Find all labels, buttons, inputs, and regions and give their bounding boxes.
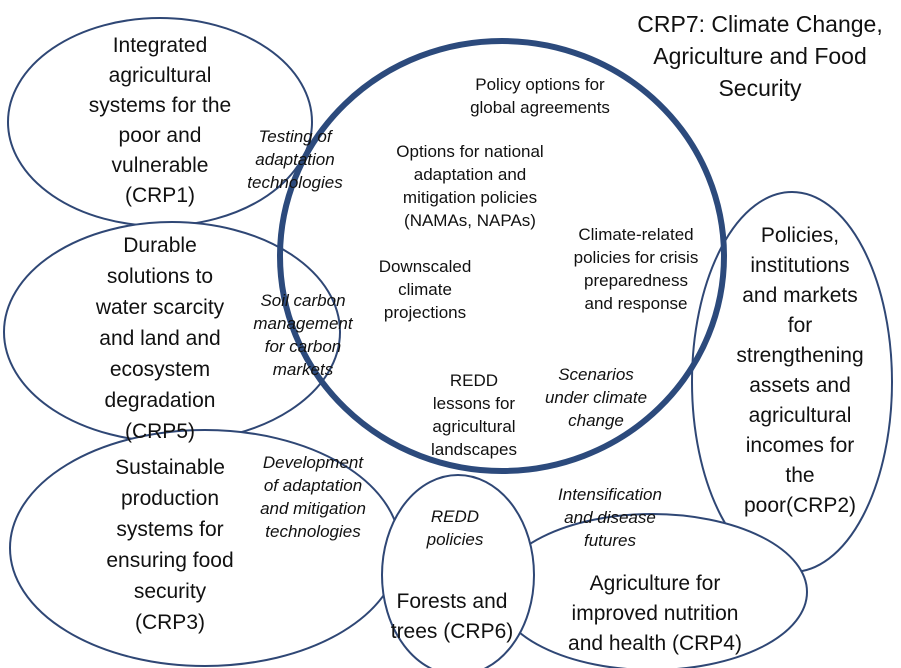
program-label: Agriculture for — [590, 572, 721, 595]
linkage-label: and mitigation — [260, 499, 366, 518]
program-label: agricultural — [749, 404, 852, 427]
output-label: Policy options for — [475, 75, 605, 94]
program-label: strengthening — [736, 344, 863, 367]
program-label: production — [121, 487, 219, 510]
linkage-label: technologies — [265, 522, 361, 541]
program-label: solutions to — [107, 265, 213, 288]
program-label: Policies, — [761, 224, 839, 247]
output-label: climate — [398, 280, 452, 299]
linkage-label: under climate — [545, 388, 647, 407]
linkage-label: Soil carbon — [260, 291, 345, 310]
program-label: systems for — [116, 518, 223, 541]
output-label: (NAMAs, NAPAs) — [404, 211, 536, 230]
program-label: poor and — [119, 124, 202, 147]
linkage-label: Development — [263, 453, 364, 472]
program-label: ecosystem — [110, 358, 210, 381]
title: CRP7: Climate Change, — [637, 11, 882, 37]
output-label: global agreements — [470, 98, 610, 117]
linkage-label: of adaptation — [264, 476, 362, 495]
linkage-label: Scenarios — [558, 365, 634, 384]
program-label: trees (CRP6) — [391, 620, 514, 643]
output-label: mitigation policies — [403, 188, 537, 207]
output-label: Options for national — [396, 142, 543, 161]
program-label: Forests and — [397, 590, 508, 613]
output-label: lessons for — [433, 394, 516, 413]
linkage-label: and disease — [564, 508, 656, 527]
output-label: adaptation and — [414, 165, 527, 184]
linkage-label: for carbon — [265, 337, 342, 356]
output-label: projections — [384, 303, 466, 322]
program-label: Sustainable — [115, 456, 225, 479]
linkage-label: adaptation — [255, 150, 334, 169]
linkage-label: management — [253, 314, 354, 333]
linkage-label: REDD — [431, 507, 479, 526]
linkage-label: markets — [273, 360, 334, 379]
program-label: water scarcity — [95, 296, 225, 319]
program-label: agricultural — [109, 64, 212, 87]
program-label: the — [785, 464, 814, 487]
program-label: ensuring food — [106, 549, 233, 572]
program-label: Integrated — [113, 34, 208, 57]
program-label: improved nutrition — [572, 602, 739, 625]
linkage-label: futures — [584, 531, 636, 550]
program-label: and health (CRP4) — [568, 632, 742, 655]
linkage-label: change — [568, 411, 624, 430]
linkage-label: technologies — [247, 173, 343, 192]
linkage-label: policies — [426, 530, 484, 549]
program-label: vulnerable — [112, 154, 209, 177]
program-label: (CRP5) — [125, 420, 195, 443]
output-label: agricultural — [432, 417, 515, 436]
output-label: Downscaled — [379, 257, 472, 276]
output-label: Climate-related — [578, 225, 693, 244]
program-label: (CRP3) — [135, 611, 205, 634]
program-label: poor(CRP2) — [744, 494, 856, 517]
linkage-label: Intensification — [558, 485, 662, 504]
title: Security — [718, 75, 802, 101]
program-label: and land and — [99, 327, 220, 350]
crp6-ellipse — [381, 474, 535, 668]
output-label: policies for crisis — [574, 248, 699, 267]
program-label: and markets — [742, 284, 858, 307]
program-label: security — [134, 580, 207, 603]
labels: CRP7: Climate Change, Agriculture and Foo… — [89, 11, 883, 655]
crp7-circle — [277, 38, 727, 474]
program-label: (CRP1) — [125, 184, 195, 207]
program-label: incomes for — [746, 434, 855, 457]
output-label: REDD — [450, 371, 498, 390]
output-label: landscapes — [431, 440, 517, 459]
output-label: preparedness — [584, 271, 688, 290]
output-label: and response — [584, 294, 687, 313]
linkage-label: Testing of — [258, 127, 333, 146]
program-label: for — [788, 314, 813, 337]
program-label: degradation — [105, 389, 216, 412]
title: Agriculture and Food — [653, 43, 867, 69]
program-label: Durable — [123, 234, 197, 257]
program-label: systems for the — [89, 94, 231, 117]
program-label: institutions — [750, 254, 849, 277]
program-label: assets and — [749, 374, 851, 397]
